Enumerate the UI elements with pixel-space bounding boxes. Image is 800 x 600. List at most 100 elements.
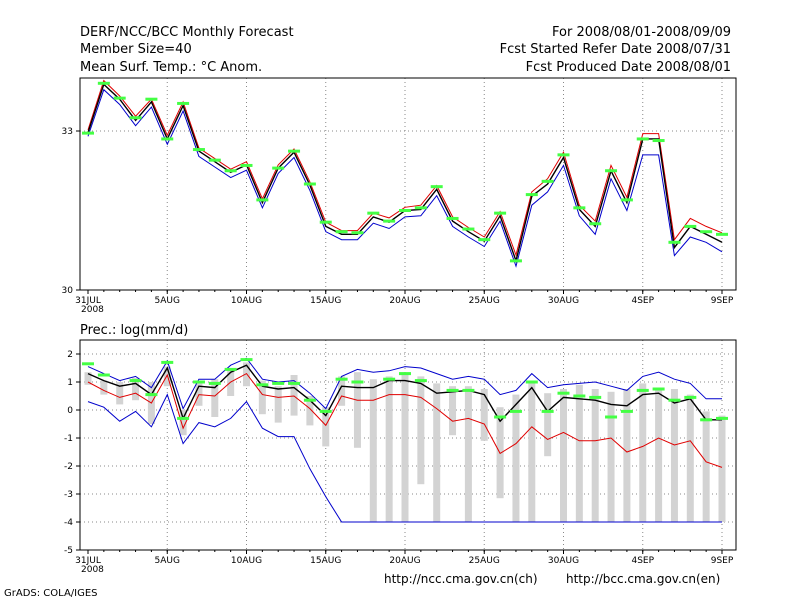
forecast-marker — [589, 222, 602, 226]
forecast-marker — [509, 259, 522, 263]
forecast-marker — [668, 240, 681, 244]
x-tick-label: 10AUG — [231, 556, 262, 566]
spread-bar — [274, 386, 282, 423]
spread-bar — [417, 376, 425, 485]
forecast-marker — [478, 238, 491, 242]
y-tick-label: 1 — [67, 378, 73, 388]
forecast-marker — [605, 169, 618, 173]
forecast-marker — [620, 198, 633, 202]
forecast-marker — [161, 137, 174, 141]
series-lower-red — [87, 372, 723, 468]
forecast-marker — [319, 220, 332, 224]
url-chinese[interactable]: http://ncc.cma.gov.cn(ch) — [384, 572, 538, 586]
spread-bar — [100, 380, 108, 395]
forecast-marker — [573, 206, 586, 210]
forecast-marker — [620, 409, 633, 413]
spread-bar — [686, 394, 694, 522]
y-tick-label: 0 — [67, 406, 73, 416]
forecast-marker — [335, 230, 348, 234]
spread-bar — [179, 410, 187, 436]
forecast-marker — [589, 395, 602, 399]
spread-bar — [512, 394, 520, 522]
forecast-marker — [82, 131, 94, 135]
forecast-marker — [192, 148, 205, 152]
x-tick-label: 25AUG — [469, 556, 500, 566]
forecast-marker — [383, 219, 396, 223]
forecast-marker — [399, 209, 411, 212]
y-tick-label: -1 — [64, 434, 73, 444]
forecast-marker — [684, 395, 697, 399]
precip-subtitle: Prec.: log(mm/d) — [80, 323, 188, 338]
spread-bar — [433, 383, 441, 522]
forecast-marker — [557, 391, 570, 395]
spread-bar — [132, 377, 140, 401]
series-lower-blue — [87, 393, 722, 523]
x-tick-label: 15AUG — [310, 556, 341, 566]
x-tick-label: 9SEP — [711, 296, 734, 306]
forecast-marker — [414, 379, 427, 383]
y-tick-label: -5 — [64, 546, 73, 556]
forecast-marker — [145, 393, 158, 397]
forecast-marker — [224, 169, 237, 173]
y-tick-label: -3 — [64, 490, 73, 500]
forecast-marker — [113, 96, 126, 100]
spread-bar — [211, 379, 219, 417]
spread-bar — [639, 383, 647, 522]
series-lower-member — [87, 88, 723, 268]
forecast-marker — [430, 185, 443, 189]
x-tick-label: 30AUG — [548, 556, 579, 566]
y-tick-label: 30 — [62, 286, 74, 296]
x-year-label: 2008 — [81, 305, 104, 315]
header-forecast-period: For 2008/08/01-2008/09/09 — [552, 25, 731, 40]
forecast-marker — [525, 380, 538, 384]
spread-bar — [718, 415, 726, 522]
spread-bar — [338, 376, 346, 406]
x-tick-label: 5AUG — [155, 296, 180, 306]
forecast-marker — [636, 137, 649, 141]
forecast-marker — [351, 380, 364, 384]
x-tick-label: 5AUG — [155, 556, 180, 566]
forecast-marker — [351, 231, 364, 235]
spread-bar — [607, 391, 615, 522]
spread-bar — [385, 376, 393, 522]
forecast-marker — [494, 211, 507, 215]
series-upper-member — [87, 357, 722, 410]
forecast-marker — [525, 193, 538, 197]
spread-bar — [84, 372, 92, 385]
forecast-marker — [700, 230, 713, 234]
header-produced-date: Fcst Produced Date 2008/08/01 — [525, 60, 731, 75]
forecast-marker — [82, 362, 94, 366]
x-tick-label: 20AUG — [389, 296, 420, 306]
spread-bar — [322, 407, 330, 447]
forecast-marker — [541, 179, 554, 183]
plot-frame — [79, 77, 737, 291]
forecast-marker — [636, 388, 649, 392]
forecast-marker — [494, 415, 507, 419]
url-english[interactable]: http://bcc.cma.gov.cn(en) — [566, 572, 721, 586]
x-tick-label: 30AUG — [548, 296, 579, 306]
forecast-marker — [97, 373, 110, 377]
forecast-marker — [129, 379, 142, 383]
y-tick-label: 2 — [67, 350, 73, 360]
precipitation-chart: 31JUL 5AUG 10AUG 15AUG 20AUG 25AUG 30AUG 4SEP 9S… — [64, 339, 737, 575]
forecast-marker — [462, 388, 475, 392]
x-tick-label: 31JUL — [75, 296, 101, 306]
y-tick-label: 33 — [62, 127, 73, 137]
spread-bar — [116, 382, 124, 405]
spread-bar — [655, 387, 663, 522]
spread-bar — [702, 411, 710, 522]
x-tick-label: 20AUG — [389, 556, 420, 566]
forecast-marker — [462, 227, 475, 231]
forecast-marker — [288, 149, 301, 153]
x-tick-label: 15AUG — [310, 296, 341, 306]
header-member-size: Member Size=40 — [80, 42, 192, 57]
forecast-marker — [256, 383, 269, 387]
spread-bar — [369, 379, 377, 522]
spread-bar — [353, 372, 361, 448]
x-tick-label: 4SEP — [631, 296, 654, 306]
spread-bar — [528, 383, 536, 522]
spread-bar — [480, 389, 488, 441]
grads-credit: GrADS: COLA/IGES — [4, 588, 98, 599]
forecast-marker — [446, 216, 459, 220]
